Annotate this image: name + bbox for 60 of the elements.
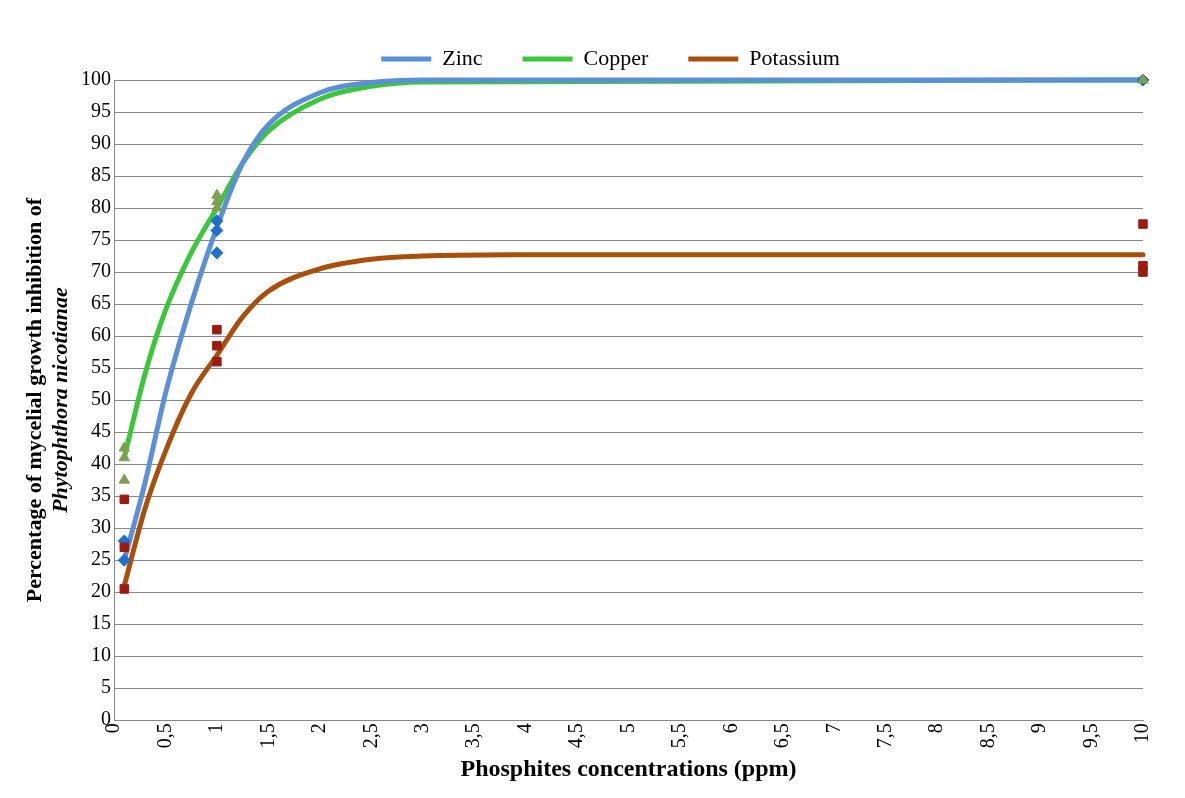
point [210,223,224,237]
x-axis-title: Phosphites concentrations (ppm) [460,754,797,781]
point [210,246,224,260]
point [119,584,130,594]
point [118,451,130,462]
x-tick-label: 1,5 [255,723,278,749]
y-axis-title: Percentage of mycelial growth inhibition of Phytophthora nicotianae [20,197,72,603]
x-tick-label: 8,5 [975,723,998,749]
x-tick-label: 10 [1130,723,1153,744]
x-tick-label: 7 [821,723,844,734]
point [1138,219,1148,229]
point [119,494,130,505]
point [212,340,222,351]
x-tick-label: 6,5 [770,723,793,749]
y-tick-label: 30 [91,515,111,538]
y-tick-label: 5 [101,675,111,698]
x-tick-label: 0,5 [152,723,175,749]
point [212,324,222,335]
x-tick-label: 8 [924,723,947,734]
y-tick-label: 45 [91,419,111,442]
y-tick-label: 50 [91,387,111,410]
point [212,356,222,367]
legend-label: Copper [583,44,649,70]
y-tick-label: 25 [91,547,111,570]
x-tick-label: 1 [204,723,227,734]
y-tick-label: 100 [81,67,111,90]
y-tick-label: 70 [91,259,111,282]
y-tick-label: 35 [91,483,111,506]
point [1138,267,1148,277]
y-tick-label: 75 [91,227,111,250]
x-tick-label: 6 [718,723,741,734]
x-tick-label: 9 [1027,723,1050,734]
y-tick-label: 80 [91,195,111,218]
y-tick-label: 10 [91,643,111,666]
y-tick-label: 20 [91,579,111,602]
x-tick-label: 2,5 [358,723,381,749]
point [118,441,130,452]
y-tick-label: 85 [91,163,111,186]
x-tick-label: 7,5 [873,723,895,749]
legend-label: Zinc [442,44,483,70]
x-tick-label: 3,5 [461,723,484,749]
legend-label: Potassium [749,44,840,70]
y-tick-label: 55 [91,355,111,378]
point [119,542,130,553]
x-tick-label: 3 [409,723,432,734]
y-tick-label: 65 [91,291,111,314]
y-tick-label: 95 [91,99,111,122]
point [118,473,130,484]
y-tick-label: 90 [91,131,111,154]
y-tick-label: 40 [91,451,111,474]
y-tick-label: 15 [91,611,111,634]
y-tick-label: 60 [91,323,111,346]
x-tick-label: 4,5 [564,723,587,749]
x-tick-label: 5 [615,723,638,734]
point [210,214,224,228]
x-tick-label: 5,5 [667,723,690,749]
x-tick-label: 9,5 [1078,723,1101,749]
x-tick-label: 4 [512,723,535,734]
x-tick-label: 2 [307,723,330,734]
point [117,553,131,567]
